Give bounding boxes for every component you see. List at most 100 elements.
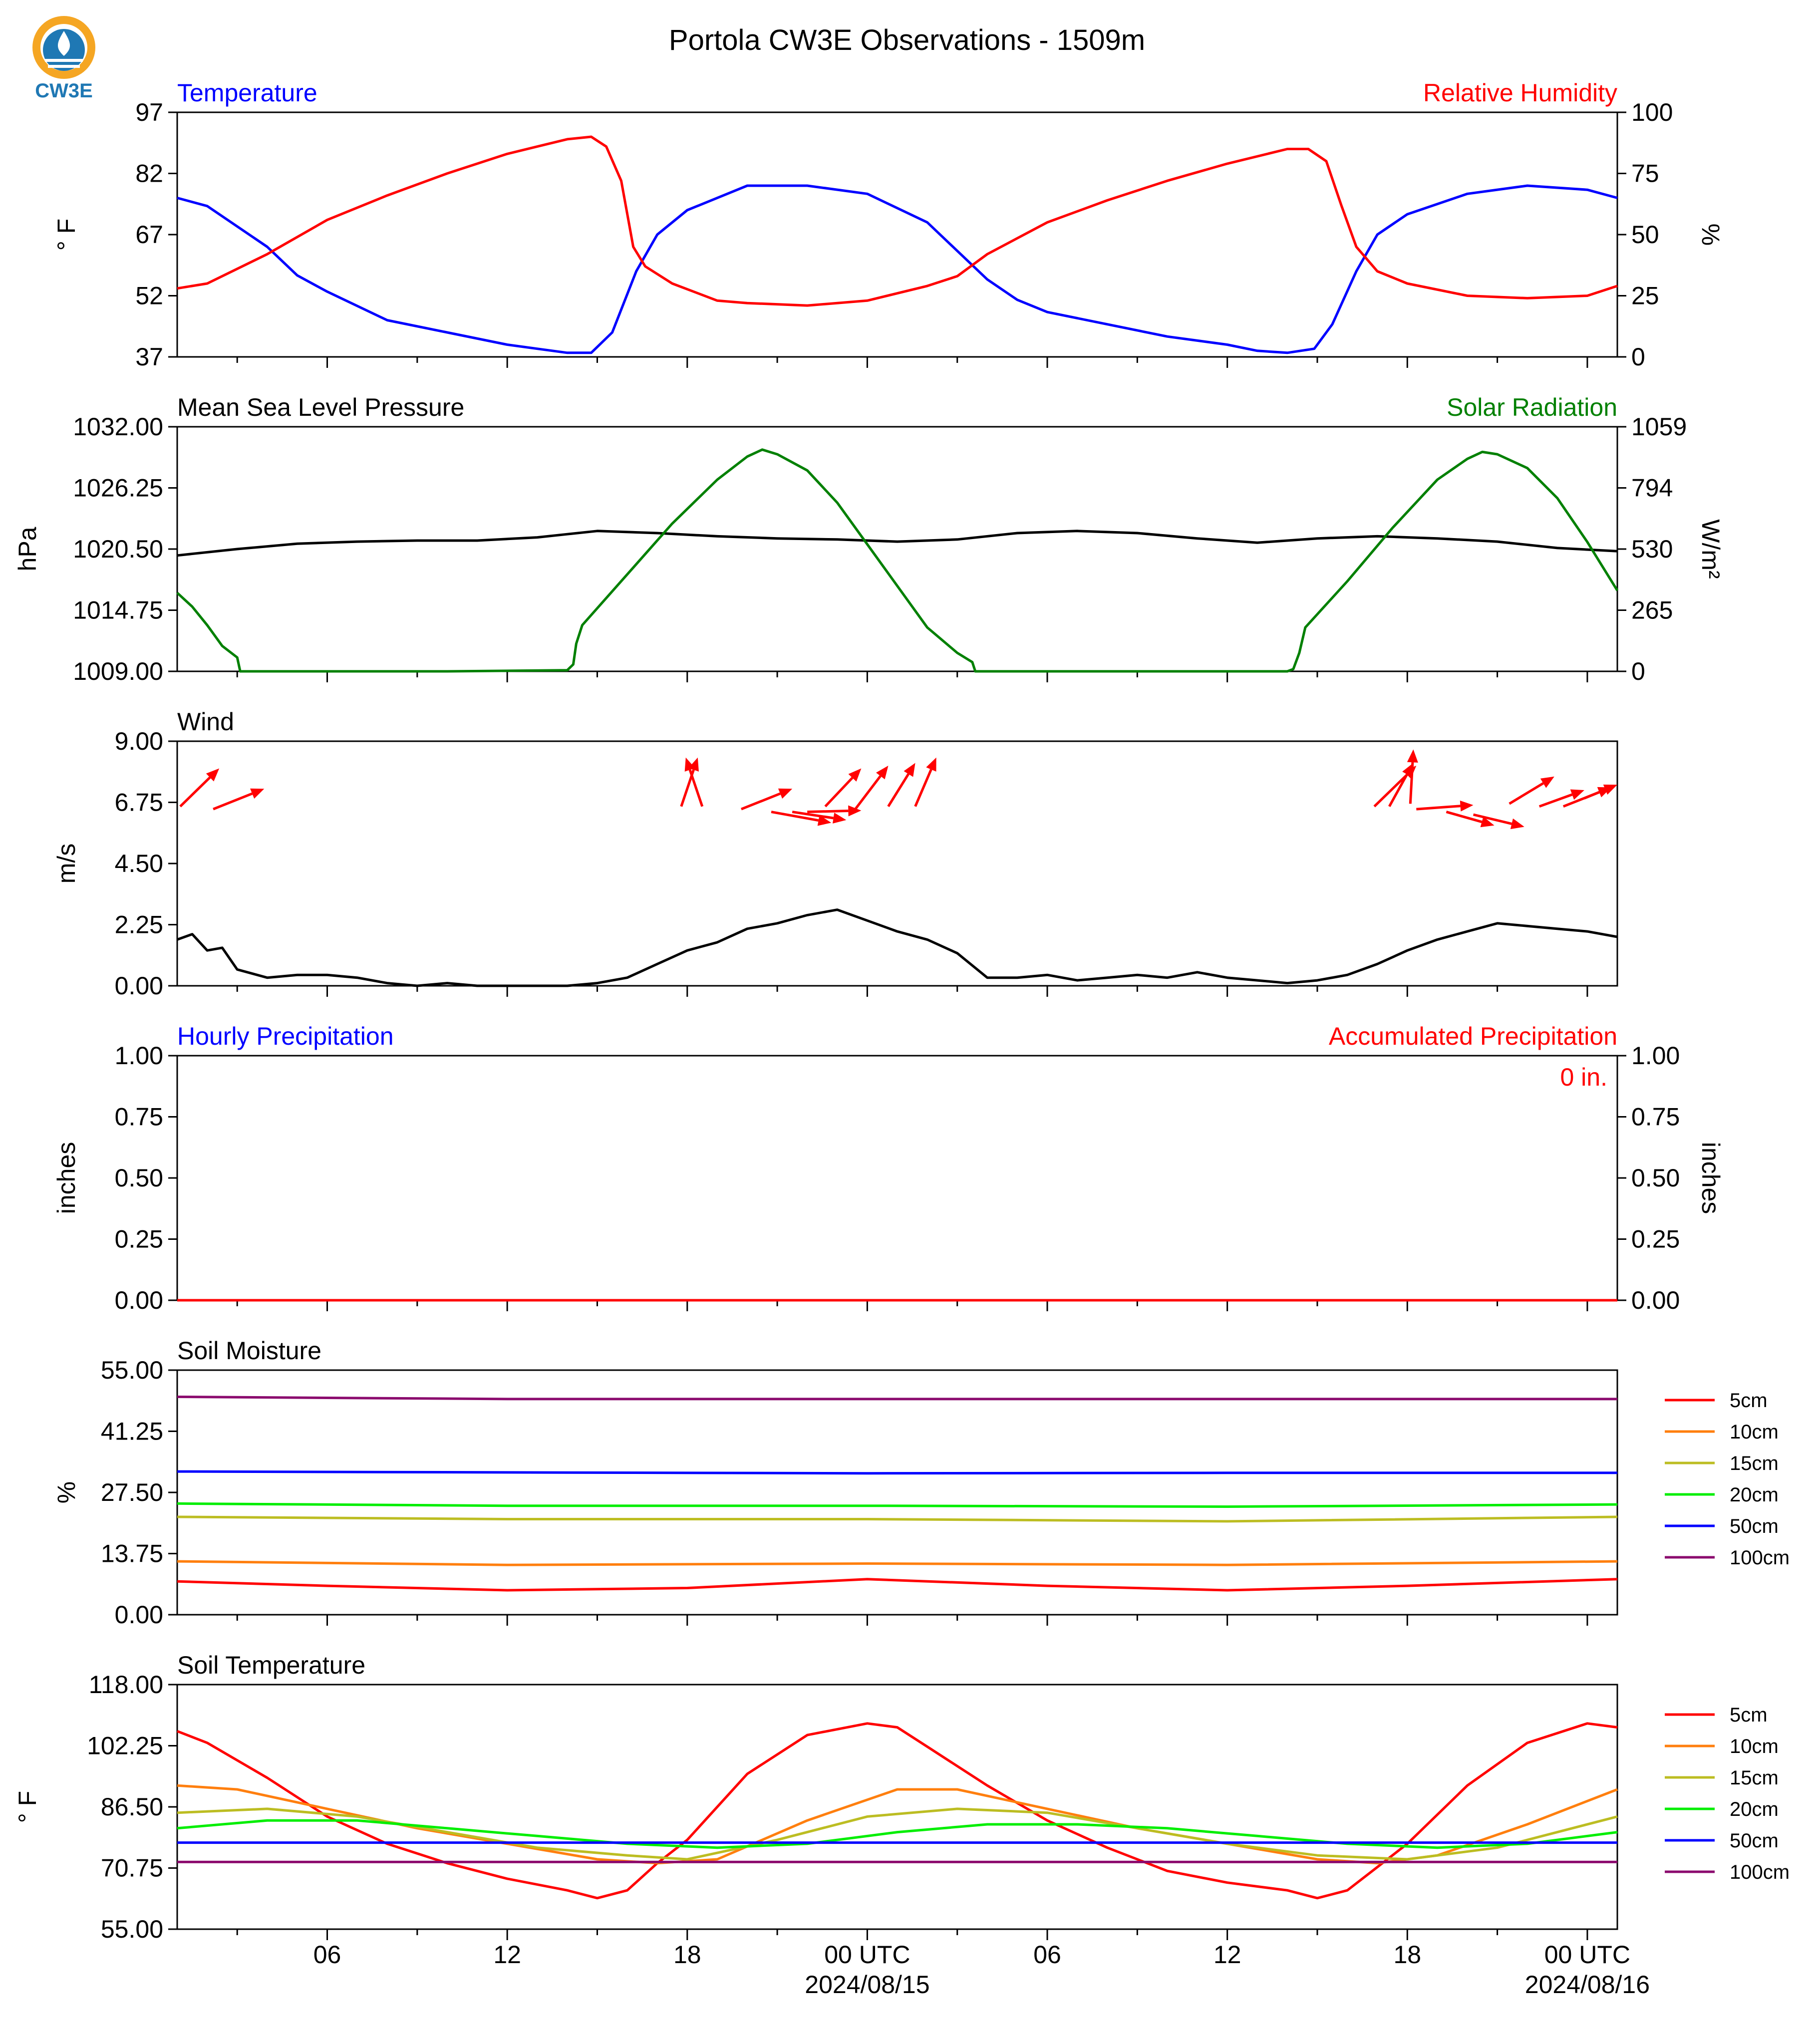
wind-arrow-shaft <box>771 811 819 822</box>
wind-arrow-head <box>848 768 862 782</box>
wind-arrow-shaft <box>854 775 882 810</box>
ylabel-left: ° F <box>52 219 80 251</box>
ytick-label-left: 70.75 <box>101 1854 163 1882</box>
xtick-label: 18 <box>1393 1941 1421 1969</box>
xtick-label: 12 <box>493 1941 521 1969</box>
wind-arrow-head <box>904 763 915 777</box>
wind-arrow-shaft <box>1509 782 1544 805</box>
xtick-label: 00 UTC <box>824 1941 910 1969</box>
wind-arrow-shaft <box>1583 788 1606 800</box>
panel-pressure_solar: Mean Sea Level Pressure Solar Radiation 10… <box>13 393 1725 685</box>
ylabel-left: % <box>52 1481 80 1503</box>
ylabel-left: hPa <box>13 527 41 571</box>
ytick-label-left: 1.00 <box>115 1042 163 1070</box>
xtick-label: 00 UTC <box>1544 1941 1630 1969</box>
panel-title-left: Soil Temperature <box>177 1651 365 1679</box>
ytick-label-left: 0.50 <box>115 1164 163 1192</box>
wind-arrow-shaft <box>1416 805 1461 811</box>
series-line-20cm <box>177 1819 1618 1849</box>
series-group <box>176 448 1619 673</box>
series-line-100cm <box>177 1396 1617 1401</box>
ytick-label-right: 0.25 <box>1631 1225 1680 1253</box>
wind-arrow-head <box>778 788 793 799</box>
series-line-5cm <box>177 1722 1618 1900</box>
panel-title-left: Mean Sea Level Pressure <box>177 393 464 421</box>
panel-precipitation: Hourly Precipitation Accumulated Precipit… <box>52 1022 1725 1314</box>
wind-arrow-head <box>684 757 695 772</box>
panel-title-right: Solar Radiation <box>1447 393 1617 421</box>
ytick-label-left: 118.00 <box>89 1671 163 1699</box>
panels: Temperature Relative Humidity 97 82 67 52 37 10… <box>13 79 1790 1999</box>
ytick-label-right: 0.50 <box>1631 1164 1680 1192</box>
series-group <box>177 908 1618 987</box>
wind-arrow-head <box>876 766 889 780</box>
legend-label: 100cm <box>1730 1861 1790 1883</box>
ytick-label-left: 0.75 <box>115 1103 163 1131</box>
legend-label: 50cm <box>1730 1830 1779 1852</box>
wind-arrow-shaft <box>741 792 781 811</box>
wind-arrow-shaft <box>213 792 253 811</box>
ytick-label-left: 82 <box>135 160 163 188</box>
wind-arrow-shaft <box>807 809 849 814</box>
wind-arrow-head <box>1402 763 1414 777</box>
ytick-label-right: 50 <box>1631 221 1659 249</box>
legend-label: 50cm <box>1730 1515 1779 1537</box>
series-line-10cm <box>177 1560 1618 1566</box>
ytick-label-left: 1009.00 <box>73 657 163 685</box>
panel-wind: Wind 9.00 6.75 4.50 2.25 0.00 m/s <box>52 708 1618 1000</box>
legend-label: 10cm <box>1730 1421 1779 1443</box>
cw3e-logo: CW3E <box>32 16 95 102</box>
logo-wave-2 <box>48 65 80 68</box>
panel-title-left: Hourly Precipitation <box>177 1022 394 1050</box>
ytick-label-left: 13.75 <box>101 1540 163 1568</box>
plot-frame <box>176 1369 1618 1616</box>
panel-soil_temperature: Soil Temperature 118.00 102.25 86.50 70.75 55… <box>13 1651 1790 1943</box>
series-group <box>177 1396 1618 1592</box>
wind-arrow-head <box>1540 776 1554 788</box>
xtick-label: 06 <box>313 1941 341 1969</box>
xdate-label: 2024/08/16 <box>1525 1971 1650 1999</box>
wind-arrow-shaft <box>1409 762 1414 804</box>
series-line-solar-radiation <box>176 448 1619 673</box>
wind-arrow-head <box>250 788 265 799</box>
legend-label: 15cm <box>1730 1452 1779 1474</box>
plot-frame <box>176 1055 1618 1301</box>
legend: 5cm 10cm 15cm 20cm 50cm 100cm <box>1665 1390 1790 1569</box>
panel-title-left: Temperature <box>177 79 317 107</box>
legend-label: 20cm <box>1730 1798 1779 1820</box>
series-line-5cm <box>177 1578 1618 1592</box>
wind-arrow-head <box>832 813 847 824</box>
panel-title-right: Relative Humidity <box>1423 79 1617 107</box>
legend-label: 15cm <box>1730 1767 1779 1789</box>
panel-title-right: Accumulated Precipitation <box>1329 1022 1617 1050</box>
logo-text: CW3E <box>35 80 93 102</box>
ytick-label-left: 0.00 <box>115 972 163 1000</box>
wind-arrow-shaft <box>1373 774 1408 808</box>
logo-wave-1 <box>45 59 83 62</box>
logo-ring <box>32 16 95 79</box>
wind-arrow-head <box>1407 749 1418 763</box>
ytick-label-right: 0 <box>1631 657 1645 685</box>
wind-arrow-head <box>1480 817 1495 828</box>
ylabel-right: % <box>1697 224 1725 246</box>
ytick-label-left: 1014.75 <box>73 596 163 624</box>
plot-frame <box>176 1684 1618 1930</box>
series-group <box>177 1722 1618 1900</box>
ylabel-right: W/m² <box>1697 519 1725 579</box>
wind-arrow-head <box>1510 818 1524 830</box>
ylabel-left: ° F <box>13 1791 41 1823</box>
series-group <box>177 135 1618 354</box>
ylabel-right: inches <box>1697 1142 1725 1214</box>
ytick-label-left: 86.50 <box>101 1793 163 1821</box>
wind-arrow-shaft <box>914 769 932 807</box>
precip-total-annotation: 0 in. <box>1560 1063 1607 1091</box>
ytick-label-left: 1032.00 <box>73 413 163 441</box>
ytick-label-left: 0.25 <box>115 1225 163 1253</box>
ytick-label-left: 0.00 <box>115 1286 163 1314</box>
logo-drop-icon <box>57 31 70 56</box>
series-line-relative-humidity <box>177 135 1618 307</box>
ytick-label-right: 75 <box>1631 160 1659 188</box>
ytick-label-left: 102.25 <box>87 1732 163 1760</box>
wind-arrow-shaft <box>1538 793 1573 808</box>
ytick-label-left: 41.25 <box>101 1418 163 1446</box>
